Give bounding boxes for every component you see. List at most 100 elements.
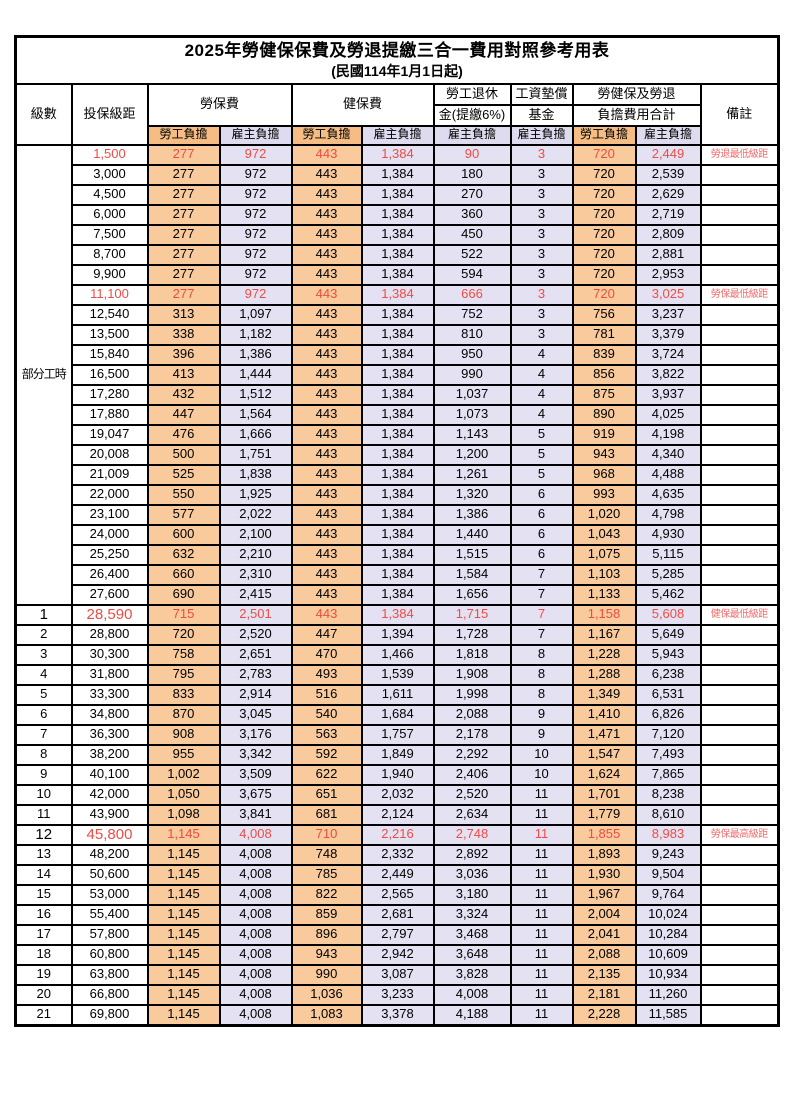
- table-row: 24,000 600 2,100 443 1,384 1,440 6 1,043 4,930: [16, 523, 780, 546]
- health-employee-cell: 785: [290, 863, 363, 886]
- bracket-cell: 17,280: [70, 383, 149, 406]
- table-row: 17 57,800 1,145 4,008 896 2,797 3,468 11 2,041 10…: [14, 923, 780, 946]
- note-cell: [699, 503, 780, 526]
- labor-employer-cell: 4,008: [218, 923, 293, 946]
- pension-cell: 990: [432, 363, 512, 386]
- total-employer-cell: 2,539: [634, 163, 702, 186]
- total-employer-cell: 3,237: [634, 303, 702, 326]
- total-employer-cell: 9,243: [634, 843, 702, 866]
- total-employee-cell: 2,088: [571, 943, 637, 966]
- note-cell: [699, 563, 780, 586]
- note-cell: [699, 403, 780, 426]
- pension-cell: 1,037: [432, 383, 512, 406]
- total-employer-cell: 2,449: [634, 143, 702, 166]
- health-employee-cell: 443: [290, 463, 363, 486]
- labor-employee-cell: 525: [146, 463, 221, 486]
- labor-employee-cell: 1,145: [146, 1003, 221, 1027]
- health-employee-cell: 443: [290, 483, 363, 506]
- health-employer-cell: 2,032: [360, 783, 435, 806]
- labor-employer-cell: 3,176: [218, 723, 293, 746]
- labor-employer-cell: 3,342: [218, 743, 293, 766]
- health-employee-cell: 443: [290, 203, 363, 226]
- total-employee-cell: 720: [571, 203, 637, 226]
- total-employer-cell: 5,285: [634, 563, 702, 586]
- bracket-cell: 66,800: [70, 983, 149, 1006]
- bracket-cell: 4,500: [70, 183, 149, 206]
- labor-employer-cell: 2,914: [218, 683, 293, 706]
- labor-employer-cell: 4,008: [218, 903, 293, 926]
- col-header-fund-line2: 基金: [509, 103, 574, 127]
- subheader-health-employee: 勞工負擔: [290, 124, 363, 146]
- health-employee-cell: 443: [290, 263, 363, 286]
- bracket-cell: 16,500: [70, 363, 149, 386]
- fund-cell: 3: [509, 223, 574, 246]
- health-employer-cell: 2,942: [360, 943, 435, 966]
- total-employee-cell: 1,020: [571, 503, 637, 526]
- health-employee-cell: 443: [290, 283, 363, 306]
- health-employer-cell: 3,087: [360, 963, 435, 986]
- fund-cell: 3: [509, 203, 574, 226]
- page-title: 2025年勞健保保費及勞退提繳三合一費用對照參考用表: [184, 41, 610, 60]
- level-cell: 4: [14, 663, 73, 686]
- bracket-cell: 33,300: [70, 683, 149, 706]
- fund-cell: 4: [509, 403, 574, 426]
- total-employer-cell: 11,585: [634, 1003, 702, 1027]
- fund-cell: 3: [509, 143, 574, 166]
- total-employer-cell: 9,764: [634, 883, 702, 906]
- table-row: 7 36,300 908 3,176 563 1,757 2,178 9 1,471 7,120: [14, 723, 780, 746]
- subheader-labor-employer: 雇主負擔: [218, 124, 293, 146]
- health-employer-cell: 1,384: [360, 223, 435, 246]
- note-cell: 健保最低級距: [699, 603, 780, 626]
- level-cell: 9: [14, 763, 73, 786]
- bracket-cell: 38,200: [70, 743, 149, 766]
- fund-cell: 4: [509, 363, 574, 386]
- labor-employer-cell: 1,097: [218, 303, 293, 326]
- fund-cell: 7: [509, 583, 574, 606]
- total-employer-cell: 4,340: [634, 443, 702, 466]
- pension-cell: 810: [432, 323, 512, 346]
- pension-cell: 1,998: [432, 683, 512, 706]
- health-employer-cell: 1,384: [360, 343, 435, 366]
- fund-cell: 7: [509, 563, 574, 586]
- bracket-cell: 28,590: [70, 603, 149, 626]
- table-row: 1 28,590 715 2,501 443 1,384 1,715 7 1,158 5,608 健…: [14, 603, 780, 626]
- labor-employee-cell: 1,145: [146, 863, 221, 886]
- col-header-labor-insurance: 勞保費: [146, 82, 293, 127]
- total-employer-cell: 5,115: [634, 543, 702, 566]
- note-cell: [699, 363, 780, 386]
- total-employee-cell: 890: [571, 403, 637, 426]
- subheader-total-employer: 雇主負擔: [634, 124, 702, 146]
- total-employer-cell: 6,826: [634, 703, 702, 726]
- health-employer-cell: 1,384: [360, 563, 435, 586]
- table-row: 27,600 690 2,415 443 1,384 1,656 7 1,133 5,462: [16, 583, 780, 606]
- labor-employer-cell: 1,182: [218, 323, 293, 346]
- labor-employer-cell: 4,008: [218, 843, 293, 866]
- health-employee-cell: 443: [290, 603, 363, 626]
- health-employee-cell: 822: [290, 883, 363, 906]
- labor-employee-cell: 277: [146, 223, 221, 246]
- labor-employer-cell: 1,925: [218, 483, 293, 506]
- document-page: 2025年勞健保保費及勞退提繳三合一費用對照參考用表 (民國114年1月1日起)…: [14, 35, 781, 1027]
- bracket-cell: 60,800: [70, 943, 149, 966]
- fund-cell: 6: [509, 543, 574, 566]
- note-cell: [699, 583, 780, 606]
- fund-cell: 4: [509, 383, 574, 406]
- bracket-cell: 43,900: [70, 803, 149, 826]
- col-header-level: 級數: [14, 82, 73, 146]
- fund-cell: 7: [509, 603, 574, 626]
- health-employer-cell: 2,449: [360, 863, 435, 886]
- labor-employee-cell: 600: [146, 523, 221, 546]
- labor-employer-cell: 4,008: [218, 983, 293, 1006]
- total-employee-cell: 2,041: [571, 923, 637, 946]
- labor-employer-cell: 2,100: [218, 523, 293, 546]
- labor-employee-cell: 1,098: [146, 803, 221, 826]
- health-employer-cell: 1,384: [360, 283, 435, 306]
- labor-employer-cell: 1,386: [218, 343, 293, 366]
- total-employee-cell: 1,167: [571, 623, 637, 646]
- note-cell: [699, 163, 780, 186]
- health-employer-cell: 3,378: [360, 1003, 435, 1027]
- pension-cell: 4,188: [432, 1003, 512, 1027]
- labor-employee-cell: 690: [146, 583, 221, 606]
- labor-employer-cell: 1,444: [218, 363, 293, 386]
- fund-cell: 9: [509, 723, 574, 746]
